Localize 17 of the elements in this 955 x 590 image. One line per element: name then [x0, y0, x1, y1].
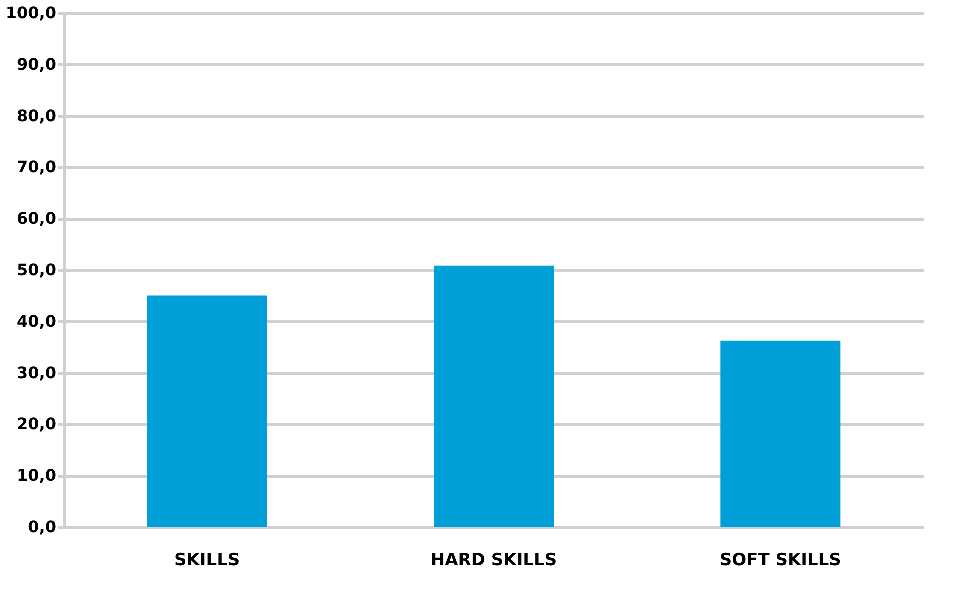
- y-tick-label: 20,0: [17, 414, 56, 434]
- y-tick-label: 10,0: [17, 466, 56, 486]
- bar: [434, 266, 554, 527]
- y-tick-label: 50,0: [17, 260, 56, 280]
- y-tick-label: 100,0: [6, 4, 56, 22]
- y-tick-label: 0,0: [28, 518, 56, 536]
- x-tick-label: SKILLS: [174, 550, 240, 570]
- y-tick-label: 40,0: [17, 312, 56, 331]
- x-tick-label: SOFT SKILLS: [720, 550, 842, 570]
- bar: [147, 296, 268, 527]
- y-tick-label: 80,0: [17, 106, 56, 126]
- x-tick-label: HARD SKILLS: [430, 550, 558, 570]
- y-tick-label: 60,0: [17, 209, 56, 228]
- y-tick-label: 30,0: [17, 363, 56, 382]
- bar: [720, 340, 841, 527]
- y-tick-label: 90,0: [17, 54, 56, 74]
- y-tick-label: 70,0: [17, 158, 56, 177]
